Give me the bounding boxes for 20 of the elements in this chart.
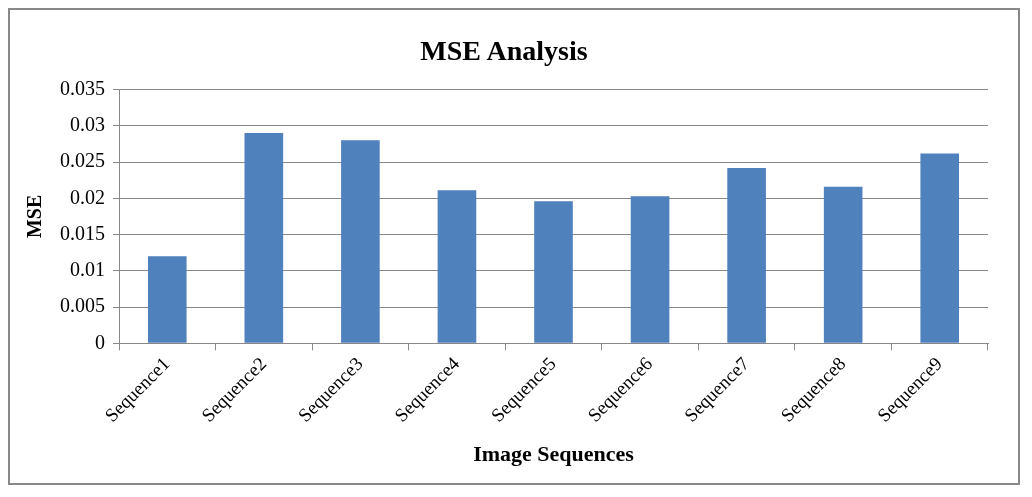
bar: [341, 140, 380, 343]
y-tick-label: 0.005: [60, 294, 105, 317]
y-tick-label: 0.015: [60, 221, 105, 244]
bar: [437, 190, 477, 343]
y-tick-label: 0.035: [60, 76, 105, 99]
chart-title: MSE Analysis: [420, 35, 588, 67]
y-tick-label: 0.02: [70, 185, 105, 208]
bar: [630, 196, 670, 343]
bar: [147, 256, 187, 343]
y-tick-label: 0.03: [70, 113, 105, 136]
bar: [920, 153, 960, 343]
bar: [244, 133, 284, 343]
y-axis-title: MSE: [23, 194, 46, 239]
bar: [823, 186, 863, 343]
y-tick-label: 0.01: [70, 258, 105, 281]
y-tick-label: 0.025: [60, 149, 105, 172]
bar: [534, 201, 573, 343]
y-tick-label: 0: [95, 330, 105, 353]
bar: [727, 167, 766, 343]
x-axis-title: Image Sequences: [473, 441, 635, 467]
